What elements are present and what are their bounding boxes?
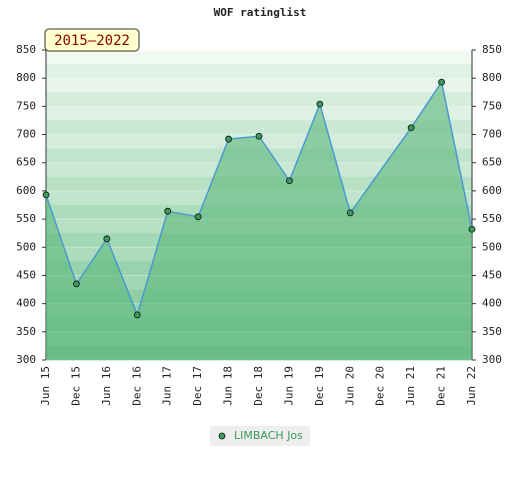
y-tick-label: 400 xyxy=(16,297,36,310)
x-tick-label: Dec 20 xyxy=(374,366,387,406)
subtitle: 2015–2022 xyxy=(54,33,130,49)
point xyxy=(346,209,354,217)
chart-title: WOF ratinglist xyxy=(214,6,307,19)
y-tick-label: 550 xyxy=(16,212,36,225)
line xyxy=(45,80,473,318)
legend-marker xyxy=(218,432,226,440)
point xyxy=(194,213,202,221)
background-stripe xyxy=(46,50,472,65)
point xyxy=(255,132,263,140)
x-tick-label: Dec 17 xyxy=(191,366,204,406)
x-tick-label: Jun 20 xyxy=(343,366,356,406)
background-stripe xyxy=(46,92,472,107)
point xyxy=(316,100,324,108)
y2-tick-label: 550 xyxy=(482,212,502,225)
y2-tick-label: 800 xyxy=(482,71,502,84)
x-tick-label: Dec 21 xyxy=(435,366,448,406)
y2-tick-label: 850 xyxy=(482,43,502,56)
background-stripe xyxy=(46,120,472,136)
x-tick-label: Dec 15 xyxy=(69,366,82,406)
background-stripe xyxy=(46,106,472,121)
y2-tick-label: 300 xyxy=(482,353,502,366)
y2-tick-label: 650 xyxy=(482,156,502,169)
y-tick-label: 700 xyxy=(16,128,36,141)
point xyxy=(438,78,445,86)
y-tick-label: 850 xyxy=(16,43,36,56)
y2-tick-label: 400 xyxy=(482,297,502,310)
point xyxy=(133,311,141,319)
x-tick-label: Dec 16 xyxy=(130,366,143,406)
y-tick-label: 750 xyxy=(16,99,36,112)
x-tick-label: Jun 18 xyxy=(222,366,235,406)
point xyxy=(225,135,232,143)
y-tick-label: 450 xyxy=(16,268,36,281)
x-tick-label: Jun 19 xyxy=(282,366,295,406)
x-tick-label: Dec 19 xyxy=(313,366,326,406)
y2-tick-label: 750 xyxy=(482,99,502,112)
x-tick-label: Jun 22 xyxy=(465,366,478,406)
y2-tick-label: 700 xyxy=(482,128,502,141)
y-tick-label: 650 xyxy=(16,156,36,169)
legend-box xyxy=(210,426,310,446)
y2-tick-label: 500 xyxy=(482,240,502,253)
y-tick-label: 800 xyxy=(16,71,36,84)
area xyxy=(46,82,472,361)
y-tick-label: 500 xyxy=(16,240,36,253)
x-tick-label: Jun 17 xyxy=(161,366,174,406)
x-tick-label: Jun 15 xyxy=(39,366,52,406)
point xyxy=(286,177,293,185)
x-tick-label: Jun 21 xyxy=(404,366,417,406)
y2-tick-label: 350 xyxy=(482,325,502,338)
point xyxy=(407,124,415,132)
background-stripe xyxy=(46,78,472,93)
y2-tick-label: 450 xyxy=(482,268,502,281)
point xyxy=(164,207,172,215)
point xyxy=(73,280,80,288)
x-tick-label: Dec 18 xyxy=(252,366,265,406)
y-tick-label: 600 xyxy=(16,184,36,197)
subtitle-badge xyxy=(44,28,140,52)
background-stripe xyxy=(46,64,472,79)
legend-label: LIMBACH Jos xyxy=(234,429,303,442)
x-tick-label: Jun 16 xyxy=(100,366,113,406)
point xyxy=(468,225,476,233)
point xyxy=(103,235,111,243)
y2-tick-label: 600 xyxy=(482,184,502,197)
y-tick-label: 300 xyxy=(16,353,36,366)
point xyxy=(42,191,50,199)
y-tick-label: 350 xyxy=(16,325,36,338)
